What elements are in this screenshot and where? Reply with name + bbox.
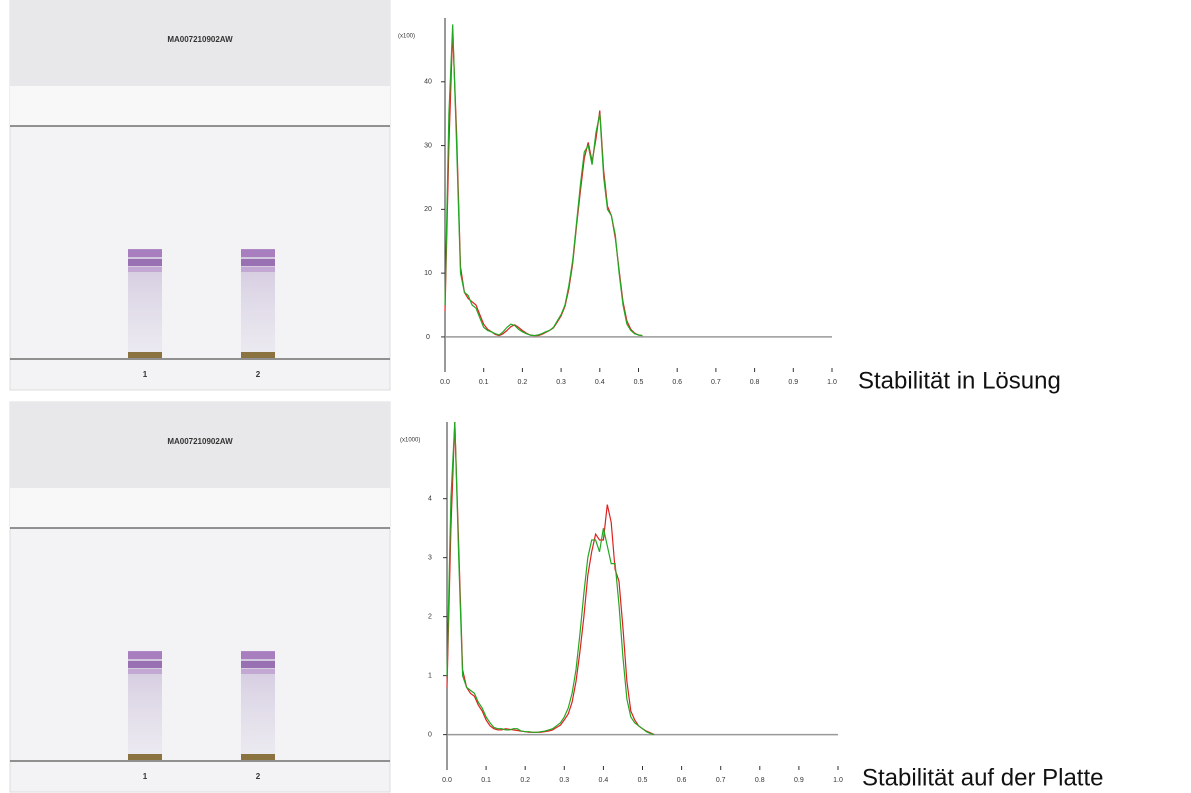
x-tick-label: 1.0 — [827, 379, 837, 386]
y-unit: (x1000) — [400, 438, 420, 444]
x-tick-label: 0.0 — [442, 777, 452, 784]
x-tick-label: 0.6 — [677, 777, 687, 784]
lane-label: 2 — [256, 772, 261, 781]
data-line — [446, 421, 655, 736]
plate-light-band — [10, 488, 390, 528]
x-tick-label: 0.5 — [638, 777, 648, 784]
x-tick-label: 0.0 — [440, 379, 450, 386]
lane-origin — [241, 754, 275, 760]
plate-title: MA007210902AW — [167, 35, 233, 44]
x-tick-label: 0.1 — [479, 379, 489, 386]
lane-band — [128, 661, 162, 668]
y-tick-label: 20 — [424, 206, 432, 213]
lane-band — [128, 651, 162, 659]
x-tick-label: 0.2 — [518, 379, 528, 386]
tlc-plate: MA007210902AW 1 2 — [9, 0, 391, 391]
x-tick-label: 0.5 — [634, 379, 644, 386]
lane-band — [241, 259, 275, 266]
lane-band — [241, 661, 275, 668]
x-tick-label: 0.4 — [595, 379, 605, 386]
caption: Stabilität auf der Platte — [862, 764, 1103, 791]
y-tick-label: 1 — [428, 672, 432, 679]
y-tick-label: 0 — [426, 334, 430, 341]
x-tick-label: 0.1 — [481, 777, 491, 784]
lane-origin — [128, 352, 162, 358]
plate-top-band — [10, 0, 390, 86]
lane-origin — [241, 352, 275, 358]
lane-band — [128, 669, 162, 674]
plate-top-band — [10, 402, 390, 488]
lane-band — [241, 249, 275, 257]
x-tick-label: 0.2 — [520, 777, 530, 784]
lane-band — [128, 259, 162, 266]
y-tick-label: 40 — [424, 79, 432, 86]
lane-label: 1 — [143, 370, 148, 379]
caption: Stabilität in Lösung — [858, 367, 1061, 394]
lane-band — [241, 669, 275, 674]
lane-label: 2 — [256, 370, 261, 379]
x-tick-label: 0.8 — [750, 379, 760, 386]
x-tick-label: 0.7 — [711, 379, 721, 386]
tlc-plate: MA007210902AW 1 2 — [9, 401, 391, 793]
y-tick-label: 0 — [428, 731, 432, 738]
y-tick-label: 10 — [424, 270, 432, 277]
data-line — [444, 24, 643, 337]
y-tick-label: 30 — [424, 142, 432, 149]
x-tick-label: 0.3 — [556, 379, 566, 386]
lane-label: 1 — [143, 772, 148, 781]
y-tick-label: 4 — [428, 496, 432, 503]
x-tick-label: 0.8 — [755, 777, 765, 784]
x-tick-label: 0.6 — [672, 379, 682, 386]
data-line — [446, 421, 655, 736]
lane-band — [241, 651, 275, 659]
data-line — [444, 30, 643, 337]
lane-band — [128, 267, 162, 272]
y-tick-label: 2 — [428, 613, 432, 620]
lane-origin — [128, 754, 162, 760]
x-tick-label: 0.7 — [716, 777, 726, 784]
plate-light-band — [10, 86, 390, 126]
y-tick-label: 3 — [428, 555, 432, 562]
x-tick-label: 0.4 — [599, 777, 609, 784]
plate-title: MA007210902AW — [167, 437, 233, 446]
y-unit: (x100) — [398, 34, 415, 40]
x-tick-label: 0.9 — [788, 379, 798, 386]
lane-band — [128, 249, 162, 257]
x-tick-label: 0.9 — [794, 777, 804, 784]
lane-band — [241, 267, 275, 272]
x-tick-label: 1.0 — [833, 777, 843, 784]
x-tick-label: 0.3 — [559, 777, 569, 784]
